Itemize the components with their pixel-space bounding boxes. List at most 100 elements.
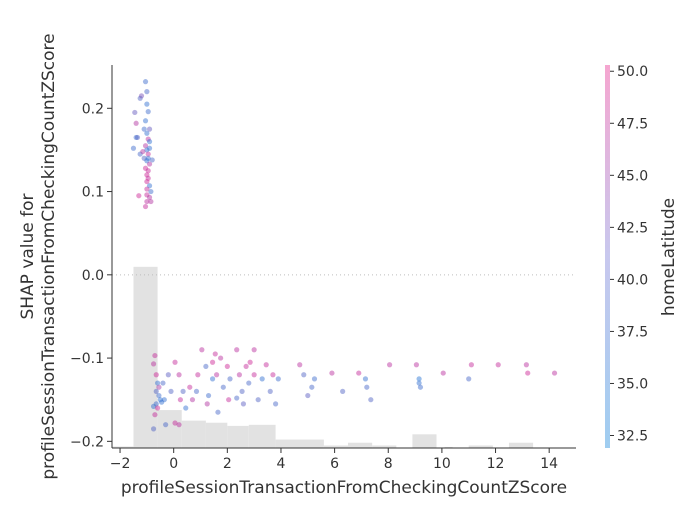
y-axis-label-line: profileSessionTransactionFromCheckingCou… <box>39 33 59 479</box>
data-point <box>176 372 182 378</box>
histogram-bar-10 <box>372 445 397 448</box>
histogram-bar-7 <box>275 439 324 448</box>
histogram-bar-11 <box>412 434 437 448</box>
data-point <box>144 158 150 164</box>
data-point <box>145 136 151 142</box>
data-point <box>226 397 232 403</box>
data-point <box>153 388 159 394</box>
data-point <box>247 359 253 365</box>
data-point <box>275 376 281 382</box>
data-point <box>329 370 335 376</box>
data-point <box>144 147 150 153</box>
data-point <box>150 403 157 409</box>
data-point <box>199 347 205 353</box>
histogram-bar-0 <box>112 446 134 448</box>
data-point <box>209 376 216 382</box>
data-point <box>176 422 182 428</box>
data-point <box>234 395 240 401</box>
data-point <box>145 109 151 115</box>
data-point <box>263 362 269 368</box>
data-point <box>168 388 174 394</box>
data-point <box>148 188 154 195</box>
data-point <box>224 363 230 370</box>
histogram-bar-9 <box>348 442 373 448</box>
data-point <box>144 130 150 136</box>
data-point <box>305 392 311 399</box>
data-point <box>297 362 303 368</box>
data-point <box>215 409 221 415</box>
data-point <box>246 380 252 386</box>
data-point <box>311 376 318 382</box>
data-point <box>301 372 307 378</box>
data-point <box>142 203 149 210</box>
data-point <box>551 370 558 376</box>
histogram-bar-13 <box>468 445 493 448</box>
y-axis-label-line: SHAP value for <box>18 193 38 319</box>
data-point <box>309 384 315 390</box>
data-point <box>132 109 138 116</box>
histogram-bar-12 <box>444 446 453 448</box>
x-axis-label: profileSessionTransactionFromCheckingCou… <box>121 478 567 498</box>
data-point <box>172 420 178 426</box>
data-point <box>195 372 201 378</box>
data-point <box>142 165 149 171</box>
data-point <box>495 362 501 368</box>
data-point <box>240 401 247 407</box>
data-point <box>156 384 162 390</box>
histogram-bar-3 <box>181 420 206 448</box>
data-point <box>148 198 154 205</box>
data-point <box>259 376 265 382</box>
y-axis-label: SHAP value forprofileSessionTransactionF… <box>18 33 59 479</box>
data-point <box>177 397 183 403</box>
data-point <box>180 388 186 394</box>
colorbar-tick-label: 37.5 <box>617 324 648 340</box>
data-point <box>145 175 151 181</box>
data-point <box>146 126 153 132</box>
data-point <box>362 376 369 382</box>
histogram-bar-4 <box>205 422 228 448</box>
data-point <box>251 347 257 353</box>
data-point <box>153 401 159 407</box>
data-point <box>203 363 209 370</box>
data-point <box>183 405 189 411</box>
histogram-bar-14 <box>508 442 534 448</box>
data-point <box>140 148 146 155</box>
y-tick-label: 0.1 <box>82 185 104 201</box>
data-point <box>146 139 153 145</box>
data-point <box>193 388 200 394</box>
x-tick-label: −2 <box>110 456 131 472</box>
data-point <box>270 372 276 378</box>
data-point <box>150 361 157 367</box>
x-tick-label: 14 <box>540 456 558 472</box>
data-point <box>160 380 166 386</box>
histogram-bar-6 <box>248 424 276 448</box>
data-point <box>218 355 224 361</box>
data-point <box>144 178 150 185</box>
data-point <box>267 388 273 394</box>
data-point <box>136 193 142 199</box>
data-point <box>364 384 370 390</box>
data-point <box>153 372 159 378</box>
data-point <box>220 384 226 390</box>
y-axis-ticks: −0.2 −0.1 0.0 0.1 0.2 <box>70 101 112 450</box>
data-point <box>130 145 137 151</box>
colorbar-ticks: 32.5 35.0 37.5 40.0 42.5 45.0 47.5 50.0 <box>610 64 648 445</box>
x-tick-label: 0 <box>169 456 178 472</box>
data-point <box>142 118 149 124</box>
x-tick-label: 2 <box>223 456 232 472</box>
data-point <box>172 359 178 365</box>
data-point <box>340 388 346 394</box>
colorbar-label: homeLatitude <box>659 198 679 316</box>
data-point <box>146 183 153 189</box>
data-point <box>234 347 240 353</box>
data-point <box>146 145 153 151</box>
y-tick-label: 0.0 <box>82 268 104 284</box>
data-point <box>251 372 257 378</box>
data-point <box>163 422 169 428</box>
colorbar-tick-label: 32.5 <box>617 429 648 445</box>
data-point <box>165 372 171 378</box>
data-point <box>141 126 147 132</box>
colorbar-tick-label: 50.0 <box>617 64 648 80</box>
data-point <box>154 405 161 411</box>
